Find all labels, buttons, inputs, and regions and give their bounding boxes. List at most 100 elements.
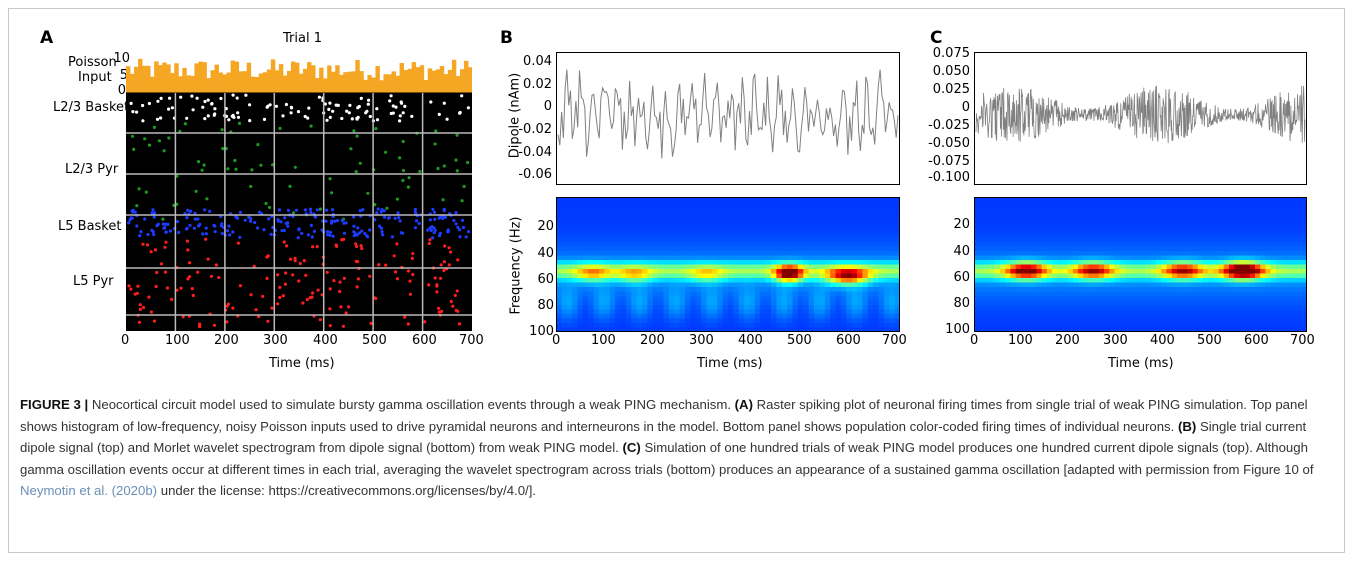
spec-b-cell [846,296,853,301]
spec-b-cell [733,219,740,225]
poisson-histogram-bar [278,64,284,93]
spec-c-cell [1218,327,1225,332]
spec-c-cell [1020,323,1027,328]
spec-b-cell [615,219,622,225]
spec-c-cell [1083,246,1089,252]
l23-basket-spike [141,103,145,108]
spec-c-cell [1072,269,1079,274]
spec-c-cell [1223,296,1230,301]
spec-c-cell [1286,305,1292,310]
l5-pyr-spike [304,273,308,277]
spec-b-cell [631,233,638,238]
spec-c-cell [1005,264,1011,270]
c-ftick-100: 100 [945,322,970,337]
spec-c-cell [1301,305,1307,310]
spec-b-cell [658,201,665,207]
spec-b-cell [658,314,665,319]
spec-c-cell [974,242,980,247]
spec-c-cell [1150,233,1157,238]
citation-link[interactable]: Neymotin et al. (2020b) [20,483,158,498]
spec-c-cell [1223,219,1230,225]
spec-b-cell [830,296,837,301]
spec-b-cell [593,323,600,328]
spec-b-cell [738,210,745,216]
spec-c-cell [1124,309,1131,315]
spec-b-cell [824,264,831,270]
l5-pyr-spike [342,237,346,241]
spec-c-cell [1244,233,1251,238]
spec-c-cell [1135,255,1141,261]
spec-b-cell [894,246,900,252]
spec-c-cell [1046,219,1053,225]
spec-c-cell [1187,228,1194,234]
spec-c-cell [1015,273,1022,279]
spec-c-cell [1119,201,1126,207]
spec-c-cell [979,210,985,216]
spec-b-cell [797,327,804,332]
spec-c-cell [1093,246,1100,252]
b-ftick-80: 80 [537,298,554,313]
b-ftick-40: 40 [537,246,554,261]
l5-basket-spike [146,232,150,237]
spec-b-cell [728,215,734,220]
spec-b-cell [862,264,869,270]
spec-b-cell [728,242,734,247]
spec-c-cell [1223,278,1230,283]
spec-c-cell [1140,237,1147,243]
spec-c-cell [1114,201,1121,207]
spec-b-cell [771,210,777,216]
spec-c-cell [1057,228,1063,234]
spec-c-cell [1187,269,1194,274]
l23-basket-spike [328,115,332,119]
spec-c-cell [1280,305,1287,310]
poisson-histogram-bar [258,73,264,93]
spec-c-cell [1265,278,1272,283]
spec-b-cell [883,224,890,229]
spec-c-cell [994,215,1001,220]
spec-b-cell [787,215,794,220]
spec-c-cell [1109,314,1115,319]
spec-c-cell [1208,210,1214,216]
spec-c-cell [994,269,1001,274]
spec-b-cell [556,233,562,238]
spec-c-cell [1104,300,1110,306]
spec-c-cell [1176,206,1183,211]
spec-c-cell [1270,327,1277,332]
l23-pyr-spike [167,136,171,140]
spec-b-cell [652,269,659,274]
spec-c-cell [1104,287,1110,292]
spec-c-cell [1234,219,1240,225]
l5-basket-spike [467,230,471,234]
spec-c-cell [1213,215,1220,220]
spec-c-cell [1280,269,1287,274]
spec-c-cell [1109,269,1115,274]
spec-b-cell [776,251,783,256]
l23-basket-spike [306,116,310,120]
spec-b-cell [625,201,632,207]
spec-c-cell [1280,296,1287,301]
spec-b-cell [577,219,584,225]
spec-b-cell [851,251,858,256]
spec-b-cell [840,246,847,252]
spec-c-cell [1140,323,1147,328]
spec-c-cell [1119,314,1126,319]
spec-b-cell [754,255,761,261]
spec-c-cell [1150,273,1157,279]
spec-c-cell [1213,327,1220,332]
spec-b-cell [668,197,675,202]
spec-c-cell [1182,201,1188,207]
spec-b-cell [706,215,713,220]
poisson-histogram-bar [242,71,248,93]
spec-c-cell [1171,296,1178,301]
spec-b-cell [615,309,622,315]
spec-b-cell [840,219,847,225]
spec-c-cell [1239,296,1246,301]
spec-b-cell [690,197,697,202]
spec-c-cell [1057,309,1063,315]
spec-c-cell [1088,323,1095,328]
spec-c-cell [1005,206,1011,211]
spec-b-cell [835,273,842,279]
spec-c-cell [1088,233,1095,238]
spec-b-cell [754,296,761,301]
spec-c-cell [1067,224,1074,229]
